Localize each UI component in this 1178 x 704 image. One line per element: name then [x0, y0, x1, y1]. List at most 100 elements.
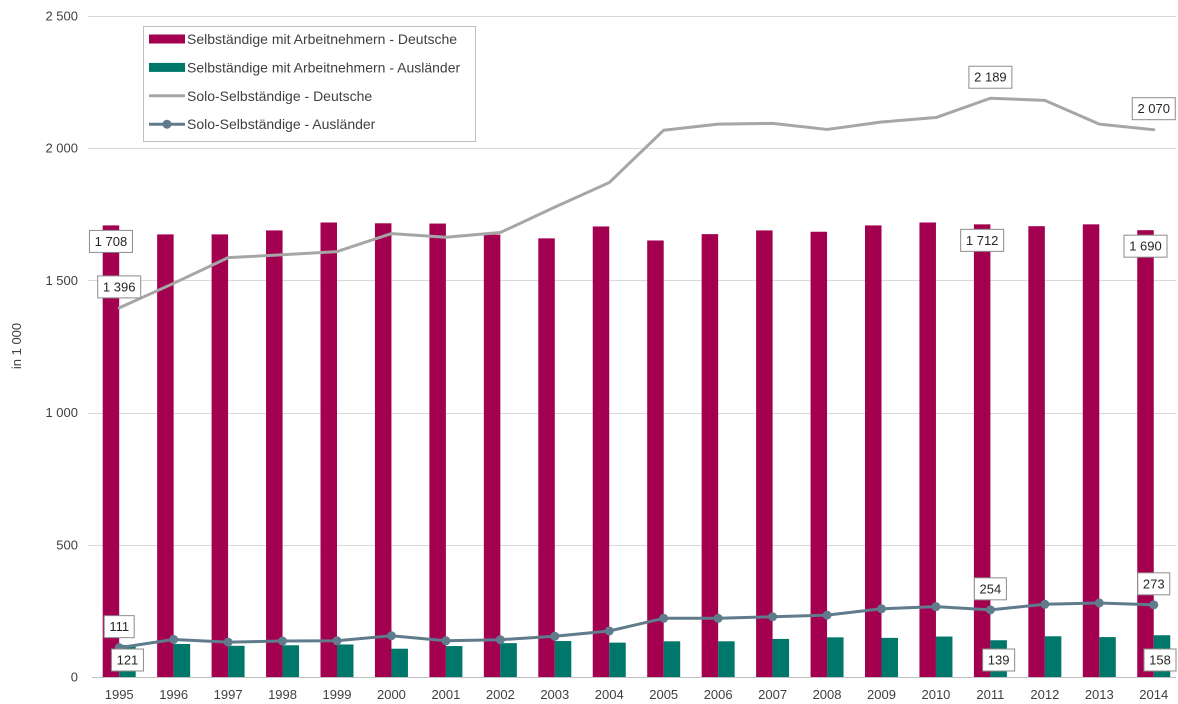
bar-selbstaendige-mit-arbeitnehmern-auslaender-2004	[609, 642, 626, 677]
marker-solo-selbstaendige-auslaender-1998	[278, 636, 288, 646]
marker-solo-selbstaendige-auslaender-2009	[877, 604, 886, 614]
y-tick-label: 0	[71, 670, 78, 685]
data-label-text: 273	[1143, 576, 1165, 591]
bar-selbstaendige-mit-arbeitnehmern-auslaender-1999	[337, 644, 354, 677]
bar-selbstaendige-mit-arbeitnehmern-auslaender-2007	[772, 638, 790, 677]
data-label-text: 1 708	[95, 234, 128, 249]
x-tick-label: 2004	[595, 687, 624, 702]
x-tick-label: 1997	[214, 687, 243, 702]
y-axis-label: in 1 000	[9, 323, 24, 369]
data-label-box	[97, 275, 142, 299]
data-label-box	[968, 65, 1013, 89]
data-label-text: 2 189	[974, 70, 1007, 85]
data-label-box	[88, 229, 133, 253]
data-label-text: 121	[117, 653, 139, 668]
marker-solo-selbstaendige-auslaender-2005	[659, 613, 669, 623]
x-tick-label: 1998	[268, 687, 297, 702]
line-solo-selbstaendige-auslaender	[117, 601, 1156, 650]
bar-selbstaendige-mit-arbeitnehmern-deutsche-2004	[592, 226, 610, 677]
y-axis-ticks: 0 500 1 000 1 500 2 000 2 500	[45, 9, 78, 685]
bar-selbstaendige-mit-arbeitnehmern-auslaender-2001	[445, 646, 463, 677]
data-label-box	[1131, 97, 1176, 121]
y-tick-label: 2 500	[45, 9, 78, 24]
x-tick-label: 2007	[758, 687, 787, 702]
x-tick-label: 2000	[377, 687, 406, 702]
x-tick-label: 2012	[1030, 687, 1059, 702]
marker-solo-selbstaendige-auslaender-2011	[985, 605, 995, 615]
bar-selbstaendige-mit-arbeitnehmern-auslaender-2002	[500, 643, 517, 677]
bar-selbstaendige-mit-arbeitnehmern-deutsche-2008	[810, 231, 828, 677]
data-label-selbstaendige-mit-arbeitnehmern-auslaender-2014: 158	[1143, 648, 1177, 672]
data-label-box	[1123, 234, 1168, 258]
marker-solo-selbstaendige-auslaender-2006	[713, 613, 723, 623]
data-label-solo-selbstaendige-auslaender-1995: 111	[103, 615, 135, 639]
legend-swatch-selbstaendige-mit-arbeitnehmern-deutsche	[149, 34, 185, 44]
x-tick-label: 1995	[105, 687, 134, 702]
data-label-selbstaendige-mit-arbeitnehmern-auslaender-1995: 121	[110, 648, 144, 672]
data-label-box	[1143, 648, 1177, 672]
legend-item-selbstaendige-mit-arbeitnehmern-deutsche: Selbständige mit Arbeitnehmern - Deutsch…	[149, 31, 457, 47]
marker-solo-selbstaendige-auslaender-2010	[931, 602, 941, 612]
marker-solo-selbstaendige-auslaender-2003	[550, 631, 560, 641]
bar-selbstaendige-mit-arbeitnehmern-auslaender-2009	[881, 637, 898, 677]
marker-solo-selbstaendige-auslaender-1996	[169, 634, 179, 644]
marker-solo-selbstaendige-auslaender-2007	[768, 612, 778, 622]
bar-selbstaendige-mit-arbeitnehmern-deutsche-2003	[538, 238, 555, 677]
x-tick-label: 2003	[540, 687, 569, 702]
bar-selbstaendige-mit-arbeitnehmern-auslaender-2013	[1099, 637, 1116, 677]
legend-marker-solo-selbstaendige-auslaender	[162, 119, 172, 129]
bar-selbstaendige-mit-arbeitnehmern-deutsche-2005	[647, 240, 664, 678]
y-tick-label: 500	[56, 537, 78, 552]
bar-selbstaendige-mit-arbeitnehmern-deutsche-1999	[320, 222, 337, 677]
data-label-selbstaendige-mit-arbeitnehmern-deutsche-2011: 1 712	[960, 228, 1005, 252]
data-label-text: 2 070	[1137, 101, 1170, 116]
bar-selbstaendige-mit-arbeitnehmern-deutsche-2011	[973, 224, 991, 677]
x-tick-label: 2009	[867, 687, 896, 702]
bar-selbstaendige-mit-arbeitnehmern-deutsche-2006	[701, 234, 719, 677]
line-solo-selbstaendige-deutsche	[117, 96, 1156, 310]
marker-solo-selbstaendige-auslaender-2002	[495, 635, 505, 645]
marker-solo-selbstaendige-auslaender-2001	[441, 636, 451, 646]
data-label-text: 139	[988, 653, 1010, 668]
marker-solo-selbstaendige-auslaender-2004	[604, 626, 614, 636]
x-tick-label: 2005	[649, 687, 678, 702]
data-label-selbstaendige-mit-arbeitnehmern-deutsche-1995: 1 708	[88, 229, 133, 253]
legend-label: Selbständige mit Arbeitnehmern - Ausländ…	[187, 59, 460, 75]
bar-selbstaendige-mit-arbeitnehmern-deutsche-2010	[919, 222, 936, 677]
legend-swatch-selbstaendige-mit-arbeitnehmern-auslaender	[149, 62, 185, 72]
bar-selbstaendige-mit-arbeitnehmern-deutsche-2012	[1028, 226, 1045, 677]
data-label-text: 254	[980, 581, 1002, 596]
y-tick-label: 2 000	[45, 141, 78, 156]
data-label-selbstaendige-mit-arbeitnehmern-deutsche-2014: 1 690	[1123, 234, 1168, 258]
bar-selbstaendige-mit-arbeitnehmern-auslaender-2006	[718, 641, 735, 677]
legend: Selbständige mit Arbeitnehmern - Deutsch…	[143, 26, 476, 142]
data-labels: 1 708 1 712 1 690 121 139 158 1 396 2 189 2 070 1…	[88, 65, 1177, 672]
legend-item-selbstaendige-mit-arbeitnehmern-auslaender: Selbständige mit Arbeitnehmern - Ausländ…	[149, 59, 460, 75]
legend-label: Solo-Selbständige - Deutsche	[187, 88, 372, 104]
marker-solo-selbstaendige-auslaender-1999	[332, 636, 342, 646]
data-label-box	[982, 648, 1016, 672]
data-label-solo-selbstaendige-auslaender-2014: 273	[1137, 572, 1171, 596]
x-tick-label: 1996	[159, 687, 188, 702]
data-label-solo-selbstaendige-auslaender-2011: 254	[973, 577, 1007, 601]
data-label-solo-selbstaendige-deutsche-1995: 1 396	[97, 275, 142, 299]
x-tick-label: 2010	[921, 687, 950, 702]
data-label-text: 158	[1149, 653, 1171, 668]
bar-selbstaendige-mit-arbeitnehmern-auslaender-1997	[228, 645, 245, 677]
bar-selbstaendige-mit-arbeitnehmern-deutsche-2009	[865, 225, 882, 678]
bar-selbstaendige-mit-arbeitnehmern-auslaender-2005	[663, 641, 681, 677]
marker-solo-selbstaendige-auslaender-2008	[822, 610, 832, 620]
bar-selbstaendige-mit-arbeitnehmern-deutsche-2013	[1082, 224, 1100, 677]
data-label-text: 1 690	[1129, 239, 1162, 254]
bar-selbstaendige-mit-arbeitnehmern-deutsche-2000	[374, 223, 392, 677]
marker-solo-selbstaendige-auslaender-2014	[1149, 600, 1159, 610]
x-axis-ticks: 1995 1996 1997 1998 1999 2000 2001 2002 2003 2004…	[105, 687, 1168, 702]
x-tick-label: 2013	[1085, 687, 1114, 702]
data-label-box	[973, 577, 1007, 601]
legend-item-solo-selbstaendige-deutsche: Solo-Selbständige - Deutsche	[149, 88, 372, 104]
data-label-text: 111	[109, 619, 129, 634]
bar-selbstaendige-mit-arbeitnehmern-auslaender-2012	[1044, 636, 1062, 677]
bar-selbstaendige-mit-arbeitnehmern-deutsche-2001	[429, 223, 446, 677]
y-tick-label: 1 500	[45, 273, 78, 288]
